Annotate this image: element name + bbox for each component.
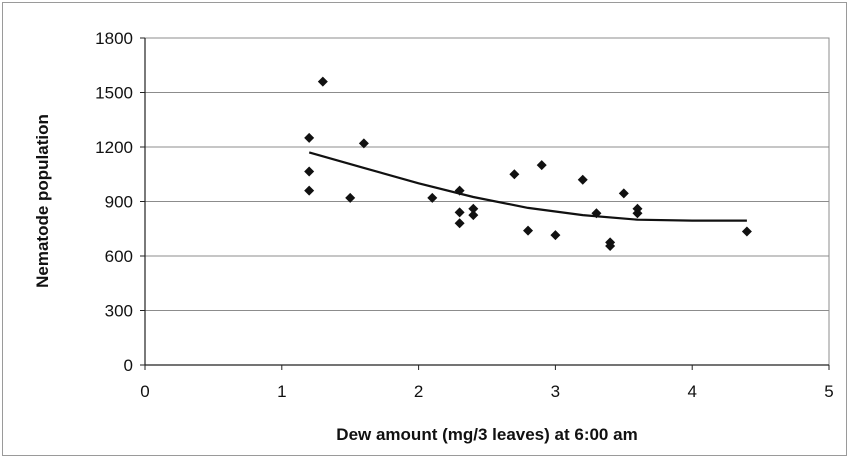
x-axis-title: Dew amount (mg/3 leaves) at 6:00 am xyxy=(336,425,637,444)
y-tick-label: 1500 xyxy=(95,84,133,103)
data-point xyxy=(523,225,534,236)
y-tick-label: 0 xyxy=(124,356,133,375)
x-tick-label: 5 xyxy=(824,382,833,401)
x-tick-label: 0 xyxy=(140,382,149,401)
data-point xyxy=(577,174,588,185)
data-point xyxy=(304,166,315,177)
x-tick-label: 1 xyxy=(277,382,286,401)
y-tick-label: 300 xyxy=(105,302,133,321)
x-tick-labels: 0 1 2 3 4 5 xyxy=(140,365,834,401)
data-point xyxy=(632,208,643,219)
data-points xyxy=(304,76,752,252)
data-point xyxy=(304,185,315,196)
data-point xyxy=(358,138,369,149)
data-point xyxy=(605,241,616,252)
y-tick-label: 900 xyxy=(105,193,133,212)
data-point xyxy=(345,192,356,203)
y-axis-title: Nematode population xyxy=(33,114,52,288)
trend-line-group xyxy=(308,151,747,222)
data-point xyxy=(304,132,315,143)
data-point xyxy=(317,76,328,87)
y-tick-labels: 0 300 600 900 1200 1500 1800 xyxy=(95,29,145,375)
grid-lines xyxy=(145,37,829,311)
data-point xyxy=(454,185,465,196)
data-point xyxy=(536,160,547,171)
x-tick-label: 4 xyxy=(687,382,696,401)
data-point xyxy=(468,210,479,221)
y-tick-label: 600 xyxy=(105,247,133,266)
data-point xyxy=(509,169,520,180)
x-tick-label: 3 xyxy=(551,382,560,401)
y-tick-label: 1200 xyxy=(95,138,133,157)
chart-frame xyxy=(2,2,847,456)
x-tick-label: 2 xyxy=(414,382,423,401)
trend-line xyxy=(308,151,747,222)
data-point xyxy=(427,192,438,203)
data-point xyxy=(618,188,629,199)
y-tick-label: 1800 xyxy=(95,29,133,48)
data-point xyxy=(591,208,602,219)
data-point xyxy=(468,203,479,214)
data-point xyxy=(550,230,561,241)
data-point xyxy=(454,218,465,229)
data-point xyxy=(454,207,465,218)
data-point xyxy=(741,226,752,237)
